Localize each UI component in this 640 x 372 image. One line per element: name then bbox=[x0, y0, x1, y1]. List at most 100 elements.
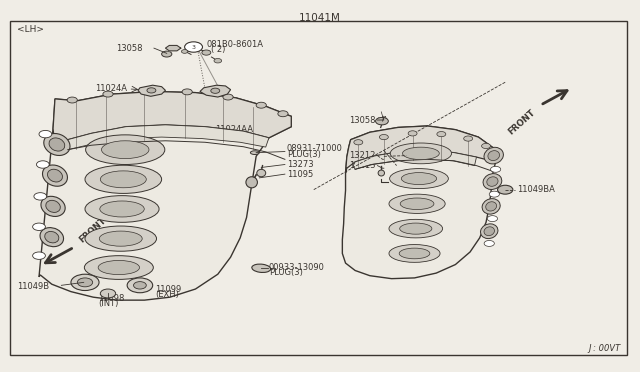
Circle shape bbox=[184, 42, 202, 52]
Ellipse shape bbox=[389, 244, 440, 262]
Ellipse shape bbox=[99, 231, 142, 246]
Text: J : 00VT: J : 00VT bbox=[588, 344, 620, 353]
Ellipse shape bbox=[400, 223, 432, 234]
Ellipse shape bbox=[400, 198, 434, 209]
Circle shape bbox=[481, 143, 490, 148]
Circle shape bbox=[141, 88, 152, 94]
Text: 11041M: 11041M bbox=[299, 13, 341, 23]
Circle shape bbox=[39, 131, 52, 138]
Ellipse shape bbox=[378, 170, 385, 176]
Circle shape bbox=[490, 166, 500, 172]
Ellipse shape bbox=[481, 224, 498, 238]
Text: <LH>: <LH> bbox=[17, 25, 44, 34]
Ellipse shape bbox=[46, 201, 60, 212]
Ellipse shape bbox=[40, 228, 63, 247]
Ellipse shape bbox=[84, 256, 154, 279]
Ellipse shape bbox=[390, 169, 449, 189]
Ellipse shape bbox=[389, 194, 445, 214]
Polygon shape bbox=[138, 85, 166, 96]
Text: 11024A: 11024A bbox=[95, 84, 127, 93]
Text: 13058: 13058 bbox=[116, 44, 142, 52]
Text: 11099: 11099 bbox=[156, 285, 182, 294]
Circle shape bbox=[354, 140, 363, 145]
Text: 11049BA: 11049BA bbox=[516, 185, 555, 194]
Circle shape bbox=[33, 252, 45, 259]
Circle shape bbox=[380, 135, 388, 140]
Polygon shape bbox=[346, 126, 495, 173]
Ellipse shape bbox=[86, 135, 165, 164]
Ellipse shape bbox=[257, 169, 266, 177]
Text: 3: 3 bbox=[191, 45, 196, 49]
Text: FRONT: FRONT bbox=[77, 216, 108, 244]
Text: 081B0-8601A: 081B0-8601A bbox=[206, 40, 263, 49]
Circle shape bbox=[67, 97, 77, 103]
Circle shape bbox=[256, 102, 266, 108]
Circle shape bbox=[71, 274, 99, 291]
Text: 00933-13090: 00933-13090 bbox=[269, 263, 324, 272]
Text: 13213: 13213 bbox=[349, 161, 375, 170]
Ellipse shape bbox=[246, 177, 257, 188]
Circle shape bbox=[127, 278, 153, 293]
Ellipse shape bbox=[403, 147, 439, 160]
Text: 13058+A: 13058+A bbox=[349, 116, 388, 125]
Ellipse shape bbox=[486, 202, 497, 211]
Circle shape bbox=[34, 193, 47, 200]
Circle shape bbox=[497, 185, 513, 194]
Ellipse shape bbox=[252, 264, 271, 272]
Text: (INT): (INT) bbox=[98, 299, 118, 308]
Text: PLUG(3): PLUG(3) bbox=[269, 268, 303, 277]
Ellipse shape bbox=[42, 165, 67, 186]
Ellipse shape bbox=[484, 227, 495, 235]
Ellipse shape bbox=[250, 151, 259, 154]
Text: 13212: 13212 bbox=[349, 151, 375, 160]
Circle shape bbox=[376, 118, 388, 125]
Ellipse shape bbox=[47, 169, 63, 182]
Circle shape bbox=[134, 282, 147, 289]
Circle shape bbox=[278, 111, 288, 117]
Circle shape bbox=[33, 223, 45, 231]
Circle shape bbox=[162, 51, 172, 57]
Ellipse shape bbox=[45, 231, 59, 243]
Circle shape bbox=[484, 240, 494, 246]
Circle shape bbox=[211, 88, 220, 93]
Text: 11095: 11095 bbox=[287, 170, 313, 179]
Circle shape bbox=[77, 278, 93, 287]
Text: 11024AA: 11024AA bbox=[214, 125, 253, 134]
Ellipse shape bbox=[389, 219, 443, 238]
Text: 11098: 11098 bbox=[98, 294, 124, 303]
Ellipse shape bbox=[49, 138, 65, 151]
Circle shape bbox=[147, 88, 156, 93]
Circle shape bbox=[100, 289, 116, 298]
Ellipse shape bbox=[390, 143, 452, 164]
Polygon shape bbox=[68, 125, 269, 150]
Polygon shape bbox=[39, 92, 291, 300]
Ellipse shape bbox=[483, 174, 502, 189]
Ellipse shape bbox=[484, 147, 504, 164]
Circle shape bbox=[437, 132, 446, 137]
Polygon shape bbox=[53, 92, 291, 147]
Text: 13273: 13273 bbox=[287, 160, 314, 169]
Circle shape bbox=[489, 191, 499, 197]
Ellipse shape bbox=[100, 201, 144, 217]
Circle shape bbox=[408, 131, 417, 136]
Text: (EXH): (EXH) bbox=[156, 291, 179, 299]
Ellipse shape bbox=[401, 173, 436, 185]
Ellipse shape bbox=[100, 171, 147, 188]
Ellipse shape bbox=[102, 141, 149, 158]
Ellipse shape bbox=[399, 248, 430, 259]
Ellipse shape bbox=[487, 177, 498, 186]
Ellipse shape bbox=[85, 165, 162, 193]
Circle shape bbox=[181, 49, 188, 53]
Circle shape bbox=[487, 216, 497, 222]
Ellipse shape bbox=[41, 196, 65, 217]
Text: 08931-71000: 08931-71000 bbox=[287, 144, 342, 153]
Text: ( 2): ( 2) bbox=[211, 45, 226, 54]
Circle shape bbox=[36, 161, 49, 168]
Polygon shape bbox=[353, 151, 476, 169]
Circle shape bbox=[103, 91, 113, 97]
Circle shape bbox=[182, 89, 192, 95]
Ellipse shape bbox=[98, 260, 140, 275]
Text: FRONT: FRONT bbox=[507, 108, 537, 136]
Polygon shape bbox=[166, 45, 180, 51]
Circle shape bbox=[214, 58, 221, 63]
